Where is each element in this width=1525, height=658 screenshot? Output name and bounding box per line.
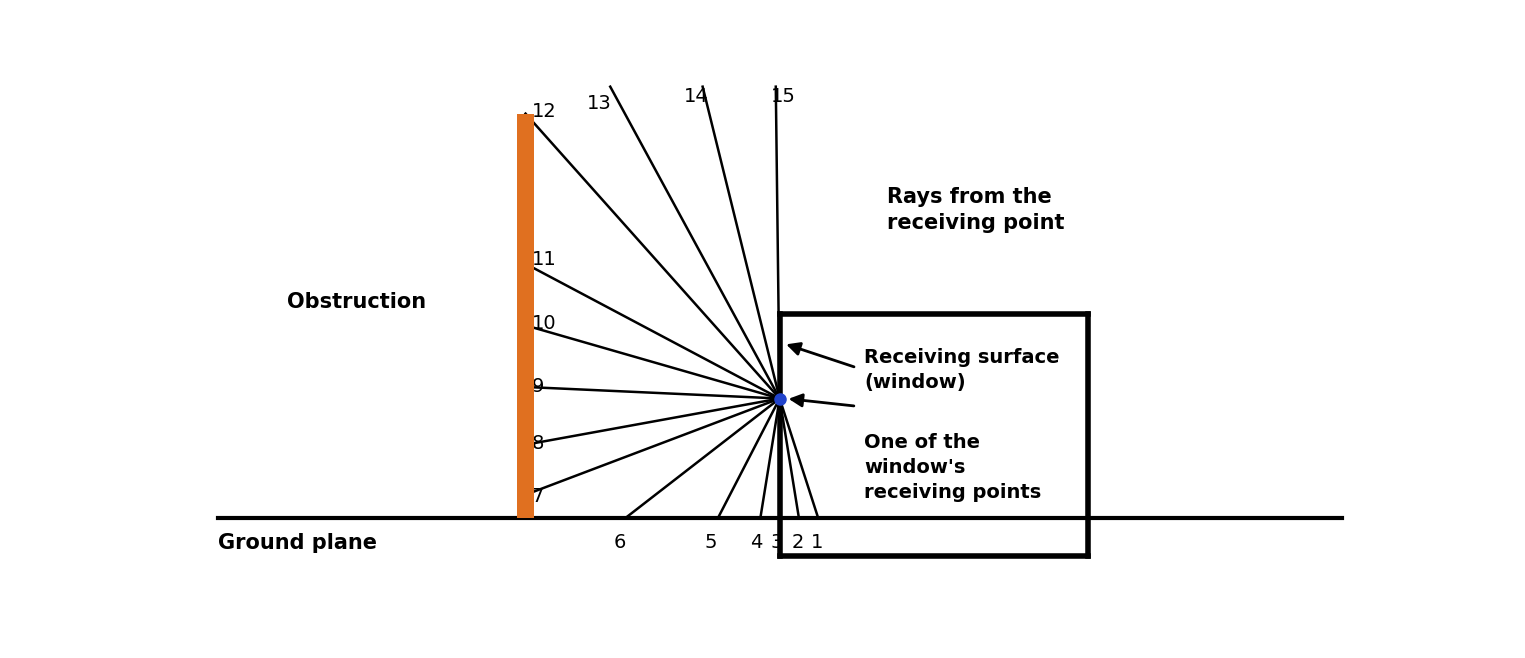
Text: 3: 3: [770, 533, 782, 552]
Text: 11: 11: [532, 251, 557, 269]
Text: 8: 8: [532, 434, 544, 453]
Text: 6: 6: [615, 533, 627, 552]
Text: Obstruction: Obstruction: [287, 292, 425, 313]
Text: 7: 7: [532, 487, 544, 506]
Text: 1: 1: [810, 533, 824, 552]
Text: 13: 13: [587, 94, 612, 113]
Text: Receiving surface
(window): Receiving surface (window): [865, 349, 1060, 392]
Text: One of the
window's
receiving points: One of the window's receiving points: [865, 433, 1042, 502]
Text: 2: 2: [791, 533, 804, 552]
Text: 9: 9: [532, 376, 544, 395]
Text: 10: 10: [532, 315, 557, 334]
Bar: [517, 114, 534, 518]
Text: 5: 5: [705, 533, 717, 552]
Text: 14: 14: [683, 87, 708, 106]
Text: 12: 12: [532, 102, 557, 121]
Text: Ground plane: Ground plane: [218, 533, 377, 553]
Text: Rays from the
receiving point: Rays from the receiving point: [888, 187, 1064, 233]
Text: 4: 4: [750, 533, 762, 552]
Text: 15: 15: [770, 87, 795, 106]
